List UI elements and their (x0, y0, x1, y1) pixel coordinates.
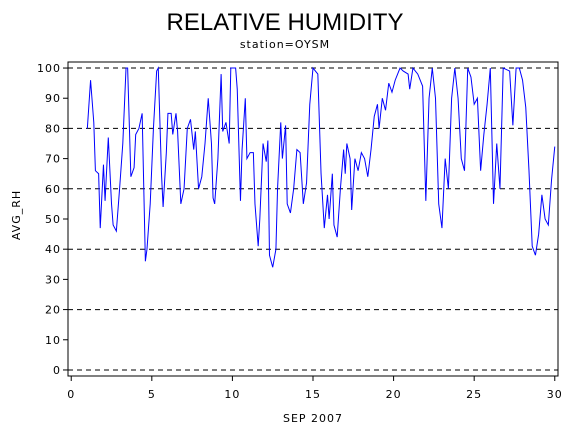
chart-subtitle: station=OYSM (240, 38, 330, 51)
x-tick-label: 30 (547, 388, 563, 401)
x-tick-label: 0 (67, 388, 75, 401)
plot-frame (67, 61, 559, 377)
y-tick-label: 100 (37, 62, 61, 75)
y-tick-label: 90 (45, 92, 61, 105)
x-tick-label: 25 (466, 388, 482, 401)
y-tick-label: 30 (45, 273, 61, 286)
x-axis-label: SEP 2007 (283, 412, 343, 425)
x-tick-label: 5 (148, 388, 156, 401)
x-tick-label: 20 (386, 388, 402, 401)
y-tick-label: 10 (45, 334, 61, 347)
y-tick-label: 40 (45, 243, 61, 256)
data-line (86, 66, 556, 268)
y-tick-label: 60 (45, 183, 61, 196)
y-axis-label: AVG_RH (10, 190, 23, 240)
chart-title: RELATIVE HUMIDITY (167, 9, 404, 36)
y-tick-label: 0 (53, 364, 61, 377)
x-tick-label: 15 (305, 388, 321, 401)
y-tick-label: 70 (45, 153, 61, 166)
y-tick-label: 80 (45, 122, 61, 135)
y-tick-label: 50 (45, 213, 61, 226)
x-tick-label: 10 (224, 388, 240, 401)
y-tick-label: 20 (45, 304, 61, 317)
